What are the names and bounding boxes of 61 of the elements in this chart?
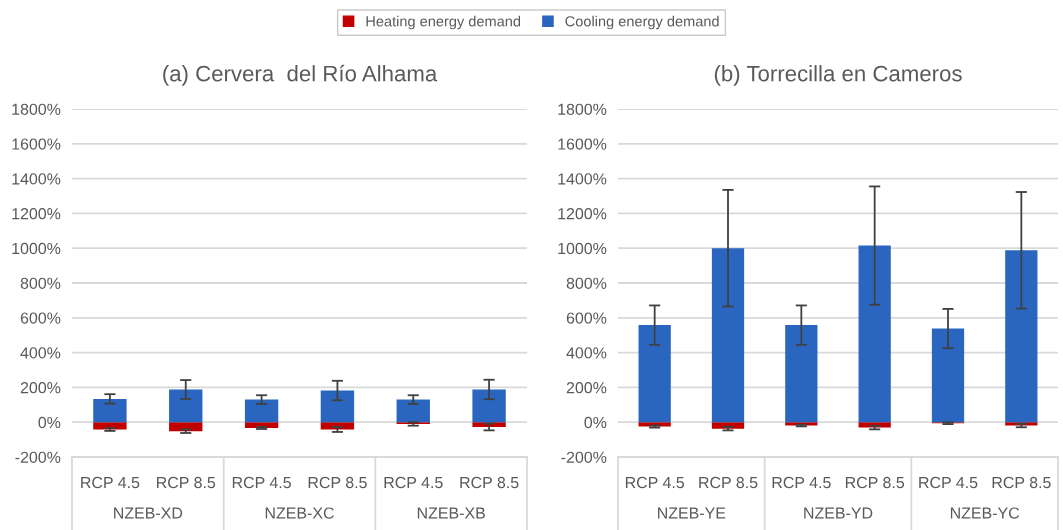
- y-tick-label: 1800%: [558, 103, 607, 115]
- y-tick-label: 200%: [566, 382, 607, 394]
- bar: [472, 422, 506, 427]
- x-tick-label: RCP 8.5: [157, 476, 216, 489]
- x-tick-label: RCP 4.5: [81, 476, 140, 489]
- bar: [169, 422, 203, 432]
- y-tick-label: 1000%: [12, 242, 61, 255]
- x-tick-label: RCP 4.5: [772, 476, 831, 489]
- x-tick-label: RCP 4.5: [919, 476, 978, 489]
- legend-label: Cooling energy demand: [565, 15, 719, 30]
- bar: [93, 422, 127, 430]
- bar: [785, 325, 818, 423]
- text: NZEB-XB: [417, 507, 485, 519]
- x-tick-label: RCP 8.5: [845, 476, 905, 489]
- y-tick-label: 1400%: [558, 173, 607, 185]
- text: NZEB-XD: [114, 507, 183, 519]
- bar: [711, 248, 745, 423]
- y-tick-label: 600%: [566, 312, 607, 324]
- bar: [858, 245, 891, 423]
- y-tick-label: -200%: [561, 451, 607, 463]
- bar: [638, 325, 671, 423]
- y-tick-label: 400%: [20, 347, 61, 359]
- y-tick-label: 800%: [20, 277, 61, 289]
- text: NZEB-YC: [950, 507, 1020, 519]
- y-tick-label: 200%: [20, 382, 61, 394]
- x-tick-label: RCP 8.5: [460, 476, 519, 489]
- x-tick-label: RCP 4.5: [384, 476, 443, 489]
- y-tick-label: 800%: [566, 277, 607, 289]
- text: NZEB-XC: [265, 507, 334, 519]
- y-tick-label: 1800%: [12, 103, 61, 115]
- text: NZEB-YD: [804, 507, 873, 519]
- chart-title: (a) Cervera del Río Alhama: [163, 64, 438, 86]
- bar: [169, 389, 203, 423]
- y-tick-label: 0%: [584, 416, 607, 429]
- x-tick-label: RCP 8.5: [699, 476, 758, 489]
- y-tick-label: 1600%: [558, 138, 607, 150]
- y-tick-label: 1600%: [12, 138, 61, 150]
- legend-label: Heating energy demand: [366, 15, 521, 30]
- bar: [244, 399, 279, 423]
- y-tick-label: -200%: [15, 451, 61, 463]
- y-tick-label: 1400%: [12, 173, 61, 185]
- y-tick-label: 400%: [566, 347, 607, 359]
- chart-title: (b) Torrecilla en Cameros: [714, 65, 962, 86]
- bar: [931, 328, 965, 423]
- x-tick-label: RCP 4.5: [232, 476, 291, 489]
- x-tick-label: RCP 8.5: [308, 476, 367, 489]
- bar: [93, 398, 127, 423]
- y-tick-label: 600%: [20, 312, 61, 324]
- bar: [472, 389, 506, 423]
- bar: [320, 390, 355, 423]
- y-tick-label: 1200%: [558, 208, 607, 220]
- x-tick-label: RCP 8.5: [992, 476, 1051, 489]
- bar: [320, 422, 355, 430]
- y-tick-label: 0%: [38, 416, 61, 429]
- y-tick-label: 1200%: [12, 208, 61, 220]
- bar: [638, 422, 671, 427]
- x-tick-label: RCP 4.5: [625, 476, 685, 489]
- text: NZEB-YE: [658, 507, 726, 519]
- y-tick-label: 1000%: [558, 242, 607, 255]
- bar: [1005, 250, 1038, 423]
- bar: [396, 399, 430, 423]
